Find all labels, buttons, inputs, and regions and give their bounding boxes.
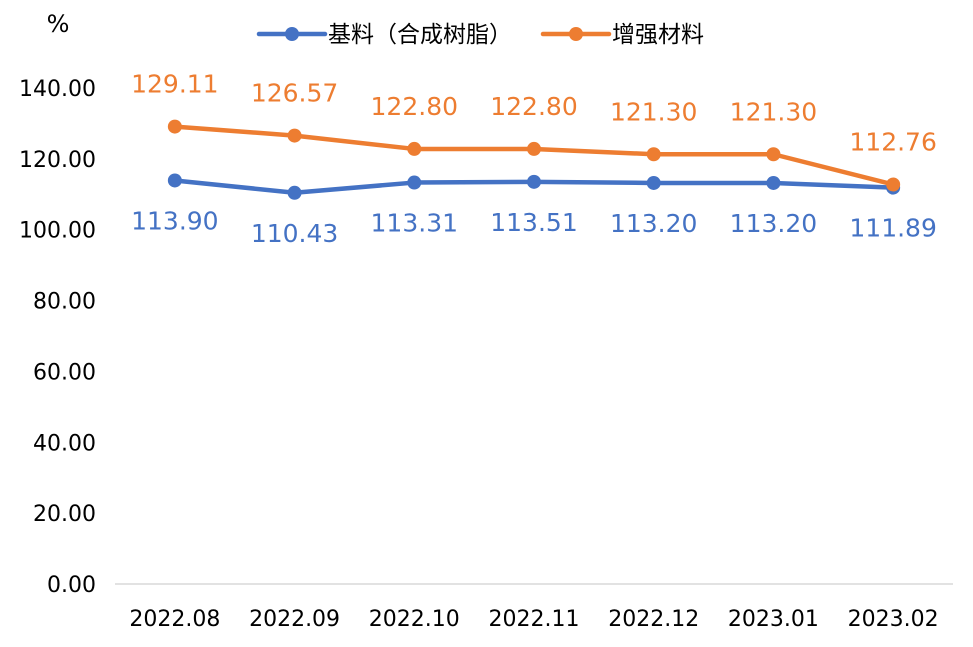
y-tick-label: 140.00 [19,77,96,102]
data-point [287,185,302,200]
legend-marker-2 [569,27,583,41]
data-label: 113.20 [610,209,697,238]
data-point [766,147,781,162]
x-tick-label: 2023.02 [848,607,939,632]
data-point [407,141,422,156]
data-label: 113.51 [490,208,577,237]
data-point [167,119,182,134]
data-label: 122.80 [490,92,577,121]
legend: 基料（合成树脂） 增强材料 [256,22,704,48]
data-label: 121.30 [730,97,817,126]
series-layer [167,119,901,200]
x-tick-label: 2022.10 [369,607,460,632]
data-label: 126.57 [251,79,338,108]
data-label: 112.76 [849,128,936,157]
y-tick-label: 0.00 [47,573,96,598]
data-labels-layer: 113.90 110.43 113.31 113.51 113.20 113.20 111.… [131,70,937,248]
legend-label-1: 基料（合成树脂） [328,22,512,48]
data-point [766,175,781,190]
data-label: 129.11 [131,70,218,99]
data-point [646,147,661,162]
y-axis-unit-label: % [47,10,70,38]
x-tick-label: 2022.09 [249,607,340,632]
x-axis-ticks: 2022.08 2022.09 2022.10 2022.11 2022.12 2023.… [129,607,938,632]
y-tick-label: 60.00 [33,360,96,385]
data-point [527,174,541,189]
y-tick-label: 40.00 [33,431,96,456]
data-point [527,141,541,156]
data-label: 122.80 [371,92,458,121]
data-label: 113.90 [131,206,218,235]
data-label: 113.20 [730,209,817,238]
data-label: 111.89 [849,214,936,243]
y-tick-label: 20.00 [33,502,96,527]
x-tick-label: 2022.11 [489,607,580,632]
legend-label-2: 增强材料 [612,22,704,48]
data-point [287,128,302,143]
legend-marker-1 [285,27,299,41]
x-tick-label: 2023.01 [728,607,819,632]
data-label: 113.31 [371,209,458,238]
data-point [407,175,422,190]
data-label: 110.43 [251,219,338,248]
y-tick-label: 80.00 [33,290,96,315]
y-axis-ticks: 0.00 20.00 40.00 60.00 80.00 100.00 120.00 140.… [19,77,96,598]
data-point [646,175,661,190]
x-tick-label: 2022.12 [608,607,699,632]
y-tick-label: 120.00 [19,148,96,173]
x-tick-label: 2022.08 [129,607,220,632]
data-label: 121.30 [610,97,697,126]
y-tick-label: 100.00 [19,219,96,244]
data-point [886,177,901,192]
data-point [167,173,182,188]
